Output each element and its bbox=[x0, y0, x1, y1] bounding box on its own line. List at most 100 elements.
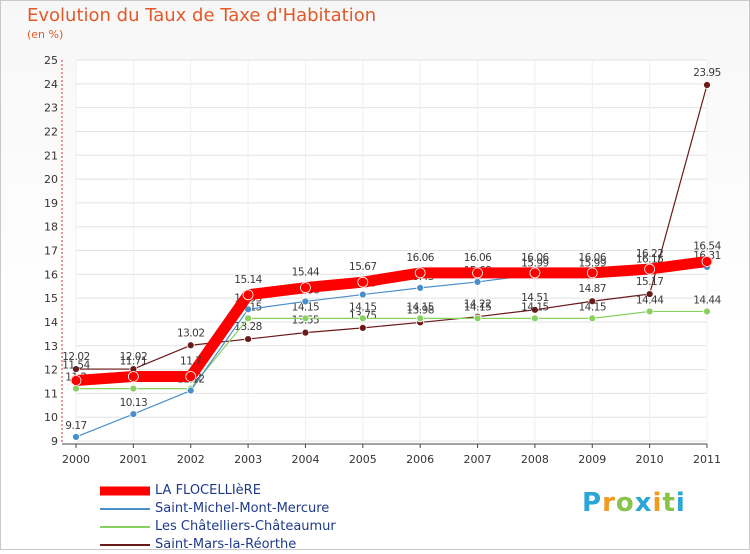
data-label: 14.44 bbox=[693, 294, 721, 306]
data-label: 15.67 bbox=[349, 261, 377, 273]
data-label: 16.06 bbox=[464, 252, 492, 264]
data-label: 14.15 bbox=[578, 301, 606, 313]
logo-letter: o bbox=[615, 488, 635, 518]
line-chart: 9 10 11 12 13 14 15 16 17 18 19 20 21 22 23 24 25 2000 200… bbox=[44, 54, 722, 466]
data-label: 23.95 bbox=[693, 67, 721, 79]
y-tick-label: 14 bbox=[44, 316, 58, 329]
data-point bbox=[586, 267, 598, 279]
data-label: 14.44 bbox=[636, 294, 664, 306]
data-label: 14.87 bbox=[578, 283, 606, 295]
data-label: 10.13 bbox=[120, 397, 148, 409]
logo-letter: x bbox=[634, 488, 653, 518]
data-label: 14.51 bbox=[521, 292, 549, 304]
data-point bbox=[531, 305, 539, 314]
data-point bbox=[244, 314, 252, 323]
data-label: 14.22 bbox=[464, 299, 492, 311]
series-line bbox=[75, 84, 708, 370]
data-label: 13.98 bbox=[406, 304, 434, 316]
legend-swatch bbox=[100, 508, 150, 510]
data-label: 14.15 bbox=[406, 301, 434, 313]
data-point bbox=[644, 263, 656, 275]
data-point bbox=[473, 278, 482, 286]
y-axis-unit-label: (en %) bbox=[27, 28, 64, 41]
data-label: 16.06 bbox=[406, 252, 434, 264]
data-point bbox=[300, 282, 311, 294]
y-tick-label: 16 bbox=[44, 268, 58, 281]
data-point bbox=[701, 256, 713, 267]
data-point bbox=[531, 314, 539, 323]
data-point bbox=[588, 297, 597, 306]
data-point bbox=[357, 276, 369, 288]
y-tick-label: 15 bbox=[44, 292, 58, 305]
data-point bbox=[416, 283, 425, 292]
data-label: 15.17 bbox=[636, 276, 664, 288]
data-point bbox=[645, 290, 654, 298]
data-point bbox=[703, 307, 711, 316]
series-line bbox=[75, 310, 708, 390]
data-label: 9.17 bbox=[65, 420, 86, 432]
y-tick-label: 18 bbox=[44, 221, 58, 234]
data-point bbox=[129, 410, 138, 418]
x-tick-label: 2000 bbox=[62, 453, 90, 466]
data-point bbox=[72, 433, 80, 441]
data-point bbox=[645, 307, 654, 316]
data-label: 15.99 bbox=[578, 258, 606, 270]
data-point bbox=[358, 314, 367, 323]
data-label: 16.22 bbox=[636, 248, 664, 260]
data-label: 14.15 bbox=[521, 301, 549, 313]
y-tick-label: 20 bbox=[44, 173, 58, 186]
data-label: 15.99 bbox=[521, 258, 549, 270]
legend-label: Saint-Michel-Mont-Mercure bbox=[155, 501, 330, 516]
x-tick-label: 2007 bbox=[464, 453, 492, 466]
data-point bbox=[301, 328, 310, 337]
data-label: 15.44 bbox=[292, 267, 320, 279]
data-point bbox=[70, 375, 82, 386]
legend-label: LA FLOCELLIèRE bbox=[155, 483, 261, 498]
data-point bbox=[473, 314, 482, 323]
data-point bbox=[72, 365, 80, 373]
y-tick-label: 22 bbox=[44, 125, 58, 138]
data-label: 11.71 bbox=[120, 355, 148, 367]
x-tick-label: 2009 bbox=[578, 453, 606, 466]
proxiti-logo: Proxiti bbox=[582, 488, 686, 518]
x-tick-label: 2004 bbox=[291, 453, 319, 466]
x-tick-label: 2008 bbox=[521, 453, 549, 466]
x-tick-label: 2011 bbox=[693, 453, 721, 466]
data-point bbox=[414, 267, 426, 279]
y-tick-label: 24 bbox=[44, 78, 58, 91]
data-label: 11.54 bbox=[62, 360, 90, 372]
data-label: 14.15 bbox=[464, 301, 492, 313]
legend-swatch bbox=[100, 526, 150, 528]
legend-swatch bbox=[100, 544, 150, 546]
y-tick-label: 21 bbox=[44, 149, 58, 162]
data-label: 12.02 bbox=[120, 351, 148, 363]
x-tick-label: 2006 bbox=[406, 453, 434, 466]
data-label: 13.28 bbox=[234, 321, 262, 333]
data-label: 16.54 bbox=[693, 240, 721, 252]
series-line bbox=[70, 255, 713, 387]
x-tick-label: 2003 bbox=[234, 453, 262, 466]
legend-label: Saint-Mars-la-Réorthe bbox=[155, 537, 297, 552]
chart-title: Evolution du Taux de Taxe d'Habitation bbox=[27, 5, 377, 26]
data-point bbox=[529, 267, 541, 279]
data-point bbox=[244, 335, 252, 343]
data-point bbox=[129, 384, 138, 393]
logo-letter: r bbox=[602, 488, 616, 518]
data-label: 14.15 bbox=[292, 301, 320, 313]
data-point bbox=[242, 289, 254, 301]
x-tick-label: 2010 bbox=[636, 453, 664, 466]
data-label: 15.14 bbox=[234, 274, 262, 286]
data-point bbox=[127, 371, 139, 382]
data-point bbox=[588, 314, 597, 323]
y-tick-label: 23 bbox=[44, 102, 58, 115]
x-tick-label: 2002 bbox=[177, 453, 205, 466]
y-tick-label: 25 bbox=[44, 54, 58, 67]
data-point bbox=[301, 314, 310, 323]
data-point bbox=[358, 290, 367, 299]
y-tick-label: 9 bbox=[51, 435, 58, 448]
data-point bbox=[301, 297, 310, 306]
logo-letter: i bbox=[675, 488, 686, 518]
data-point bbox=[703, 81, 711, 89]
y-tick-label: 12 bbox=[44, 364, 58, 377]
data-label: 14.15 bbox=[349, 301, 377, 313]
